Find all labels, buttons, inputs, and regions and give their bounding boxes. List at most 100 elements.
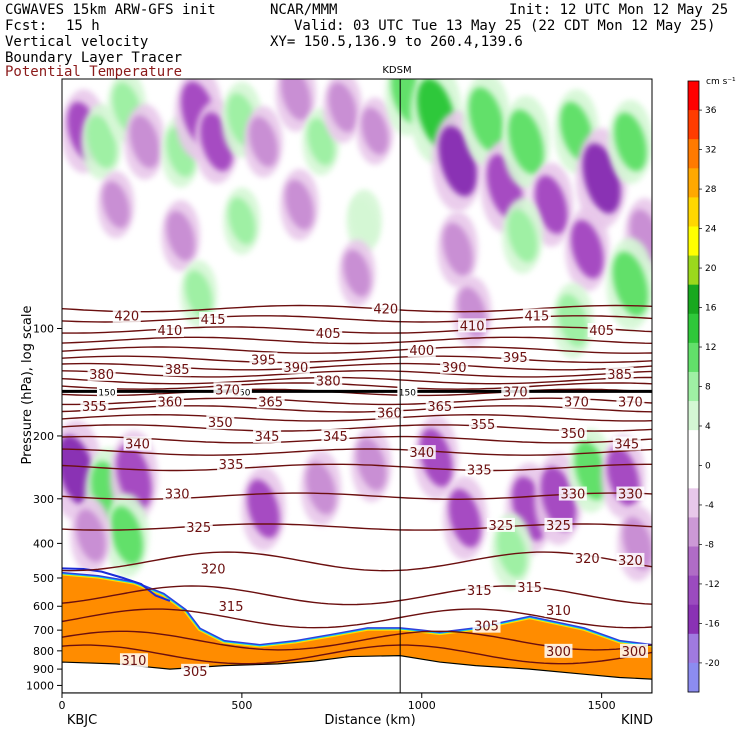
isentrope-label: 365 <box>258 395 283 410</box>
isentrope-label: 320 <box>201 562 226 577</box>
colorbar: -20 -16 -12 -8 -4 0 4 8 12 16 20 24 28 32 36 <box>687 80 720 693</box>
isentrope-label: 310 <box>546 604 571 619</box>
isentrope-label-bg <box>249 352 278 367</box>
colorbar-swatch <box>688 662 699 693</box>
init-time: Init: 12 UTC Mon 12 May 25 <box>509 2 729 18</box>
colorbar-swatch <box>688 517 699 548</box>
isentrope-335 <box>62 463 652 472</box>
isentrope-label: 315 <box>517 581 542 596</box>
isentrope-label: 300 <box>546 645 571 660</box>
isentrope-label: 385 <box>607 368 632 383</box>
isentrope-label: 340 <box>409 446 434 461</box>
isentrope-label-bg <box>612 436 641 451</box>
x-tick-label: 0 <box>59 699 66 712</box>
isentrope-label-bg <box>213 382 242 397</box>
y-tick-label: 700 <box>33 624 54 637</box>
w-cell-core <box>75 509 106 562</box>
isentrope-label: 405 <box>589 324 614 339</box>
isentrope-label-bg <box>616 486 645 501</box>
isentrope-370 <box>62 388 652 397</box>
isentrope-415 <box>62 315 652 323</box>
w-cell-core <box>328 82 357 133</box>
isentrope-385 <box>62 370 652 378</box>
right-station-label: KIND <box>621 713 653 728</box>
isentrope-label-bg <box>501 384 530 399</box>
x-tick-label: 500 <box>231 699 252 712</box>
isentrope-label-bg <box>163 362 192 377</box>
isentrope-label: 325 <box>546 519 571 534</box>
isentrope-label: 310 <box>122 654 147 669</box>
colorbar-swatch <box>688 81 699 111</box>
isentrope-label: 320 <box>575 552 600 567</box>
isentrope-300 <box>62 644 652 665</box>
w-cell-core <box>228 197 256 245</box>
isentrope-label-bg <box>465 582 494 597</box>
isentrope-label-bg <box>80 399 109 414</box>
colorbar-swatch <box>688 226 699 257</box>
w-cell-core <box>129 115 160 169</box>
w-cell-core <box>86 115 117 169</box>
isentrope-label: 380 <box>316 375 341 390</box>
isentrope-label: 345 <box>323 430 348 445</box>
isentrope-label-bg <box>558 486 587 501</box>
w-cell-core <box>614 112 647 172</box>
colorbar-label: -16 <box>705 619 720 629</box>
isentrope-label: 370 <box>503 385 528 400</box>
isentrope-label-bg <box>321 428 350 443</box>
y-tick-label: 800 <box>33 645 54 658</box>
isentrope-label: 350 <box>560 427 585 442</box>
tropopause-label: 150 <box>98 388 115 398</box>
isentrope-label: 335 <box>219 458 244 473</box>
isentrope-label-bg <box>515 580 544 595</box>
isentrope-330 <box>62 492 652 501</box>
isentrope-label-bg <box>123 436 152 451</box>
isentrope-label-bg <box>163 486 192 501</box>
isentrope-label: 420 <box>114 310 139 325</box>
colorbar-swatch <box>688 604 699 635</box>
isentrope-label-bg <box>587 323 616 338</box>
x-tick-label: 1000 <box>408 699 436 712</box>
colorbar-label: 8 <box>705 383 711 393</box>
boundary-layer-tracer-field <box>62 567 652 693</box>
isentrope-315 <box>62 585 652 606</box>
isentrope-label: 390 <box>442 361 467 376</box>
isentrope-label-bg <box>407 343 436 358</box>
w-cell-core <box>166 210 195 261</box>
y-tick-label: 200 <box>33 430 54 443</box>
isentrope-label-bg <box>465 462 494 477</box>
y-tick-label: 300 <box>33 493 54 506</box>
w-cell-core <box>468 87 505 152</box>
colorbar-swatch <box>688 139 699 169</box>
w-cell-core <box>540 466 577 531</box>
isentrope-label-bg <box>206 415 235 430</box>
tropopause-label-bg <box>397 386 418 397</box>
isentrope-label-bg <box>253 428 282 443</box>
colorbar-swatch <box>688 371 699 402</box>
w-cell-core <box>535 175 568 234</box>
isentrope-label: 330 <box>165 488 190 503</box>
isentrope-label-bg <box>620 643 649 658</box>
isentrope-340 <box>62 448 652 456</box>
w-cell-core <box>343 249 371 297</box>
isentrope-label-bg <box>87 366 116 381</box>
isentrope-label-bg <box>458 318 487 333</box>
station-marker-label: KDSM <box>382 65 411 76</box>
colorbar-label: 12 <box>705 343 716 353</box>
isentrope-label-bg <box>112 308 141 323</box>
y-axis: 100 200 300 400 500 600 700 800 900 1000 <box>26 322 62 692</box>
w-cell-core <box>574 441 608 500</box>
model-title: CGWAVES 15km ARW-GFS init <box>5 2 216 18</box>
isentrope-label: 365 <box>427 400 452 415</box>
isentrope-390 <box>62 362 652 371</box>
isentrope-label-bg <box>486 517 515 532</box>
isentrope-label: 335 <box>467 463 492 478</box>
isentrope-label: 360 <box>158 395 183 410</box>
colorbar-label: 16 <box>705 304 717 314</box>
y-tick-label: 400 <box>33 537 54 550</box>
isentrope-350 <box>62 424 652 432</box>
w-cell-core <box>185 270 213 318</box>
isentrope-label-bg <box>371 301 400 316</box>
isentrope-label: 415 <box>201 313 226 328</box>
isentrope-320 <box>62 551 652 572</box>
